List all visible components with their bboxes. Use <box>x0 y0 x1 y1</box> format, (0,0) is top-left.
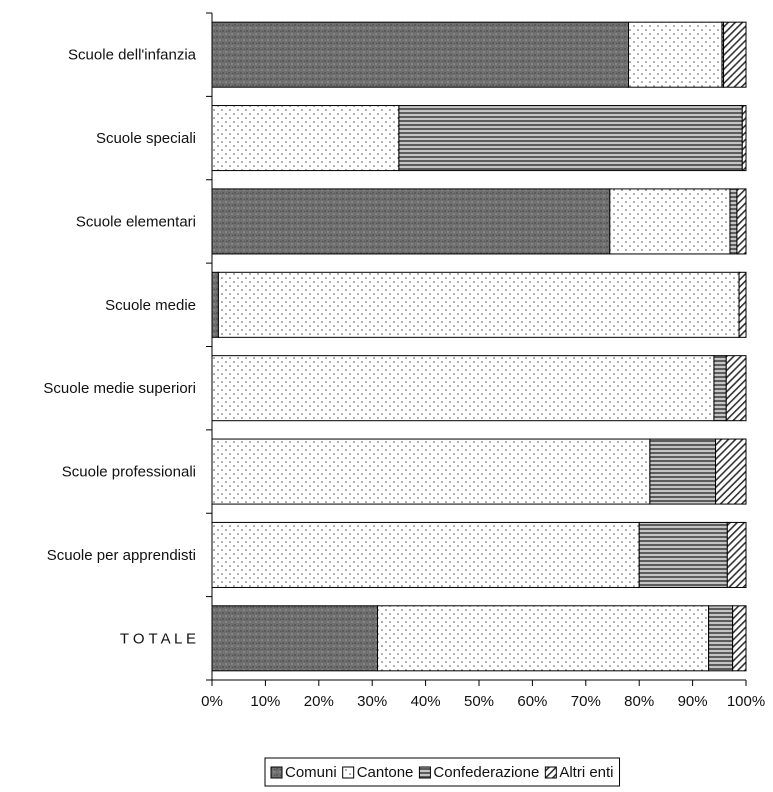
category-label: Scuole elementari <box>76 213 196 230</box>
x-tick-label: 0% <box>201 693 223 710</box>
x-tick-label: 30% <box>357 693 387 710</box>
bar-scuole-speciali-altri-enti <box>741 105 747 172</box>
bar-scuole-speciali-confederazione <box>398 105 743 172</box>
bar-scuole-dell-infanzia-comuni <box>211 21 630 88</box>
category-label: Scuole professionali <box>62 464 196 481</box>
x-tick-label: 10% <box>250 693 280 710</box>
bar-scuole-elementari-cantone <box>609 188 731 255</box>
bar-t-o-t-a-l-e-altri-enti <box>732 605 747 672</box>
x-tick-label: 50% <box>464 693 494 710</box>
bar-scuole-per-apprendisti-confederazione <box>638 521 728 588</box>
bar-scuole-medie-superiori-cantone <box>211 355 715 422</box>
legend-label-cantone: Cantone <box>357 764 414 781</box>
legend-swatch-comuni <box>270 766 283 779</box>
x-tick-label: 20% <box>304 693 334 710</box>
bar-t-o-t-a-l-e-confederazione <box>708 605 734 672</box>
bar-scuole-professionali-cantone <box>211 438 651 505</box>
x-tick-label: 60% <box>517 693 547 710</box>
bar-scuole-medie-altri-enti <box>738 271 747 338</box>
x-tick-label: 70% <box>571 693 601 710</box>
bar-t-o-t-a-l-e-comuni <box>211 605 379 672</box>
category-label: T O T A L E <box>120 630 196 647</box>
bar-scuole-dell-infanzia-cantone <box>628 21 723 88</box>
bar-scuole-elementari-confederazione <box>729 188 738 255</box>
category-label: Scuole speciali <box>96 130 196 147</box>
bar-scuole-professionali-confederazione <box>649 438 717 505</box>
legend-label-altri-enti: Altri enti <box>559 764 613 781</box>
legend-swatch-cantone <box>342 766 355 779</box>
bar-scuole-speciali-cantone <box>211 105 400 172</box>
category-label: Scuole per apprendisti <box>47 547 196 564</box>
legend-label-confederazione: Confederazione <box>433 764 539 781</box>
bar-scuole-elementari-altri-enti <box>736 188 747 255</box>
bar-scuole-per-apprendisti-cantone <box>211 521 640 588</box>
legend: Comuni Cantone Confederazione Altri enti <box>264 757 621 787</box>
bar-scuole-medie-superiori-altri-enti <box>725 355 747 422</box>
bars-group <box>211 21 747 672</box>
bar-scuole-professionali-altri-enti <box>715 438 747 505</box>
category-label: Scuole dell'infanzia <box>68 47 197 64</box>
x-tick-label: 80% <box>624 693 654 710</box>
bar-scuole-medie-superiori-confederazione <box>713 355 727 422</box>
category-label: Scuole medie <box>105 297 196 314</box>
bar-scuole-per-apprendisti-altri-enti <box>726 521 747 588</box>
category-label: Scuole medie superiori <box>43 380 196 397</box>
x-tick-label: 90% <box>678 693 708 710</box>
bar-scuole-medie-comuni <box>211 271 219 338</box>
bar-scuole-dell-infanzia-altri-enti <box>723 21 747 88</box>
bar-t-o-t-a-l-e-cantone <box>377 605 710 672</box>
bar-scuole-elementari-comuni <box>211 188 611 255</box>
bar-scuole-medie-cantone <box>217 271 740 338</box>
x-tick-label: 100% <box>727 693 765 710</box>
legend-swatch-confederazione <box>418 766 431 779</box>
legend-box <box>264 757 621 787</box>
axes-group: Scuole dell'infanzia Scuole speciali Scuol… <box>43 12 765 710</box>
legend-label-comuni: Comuni <box>285 764 337 781</box>
legend-swatch-altri-enti <box>544 766 557 779</box>
x-tick-label: 40% <box>411 693 441 710</box>
